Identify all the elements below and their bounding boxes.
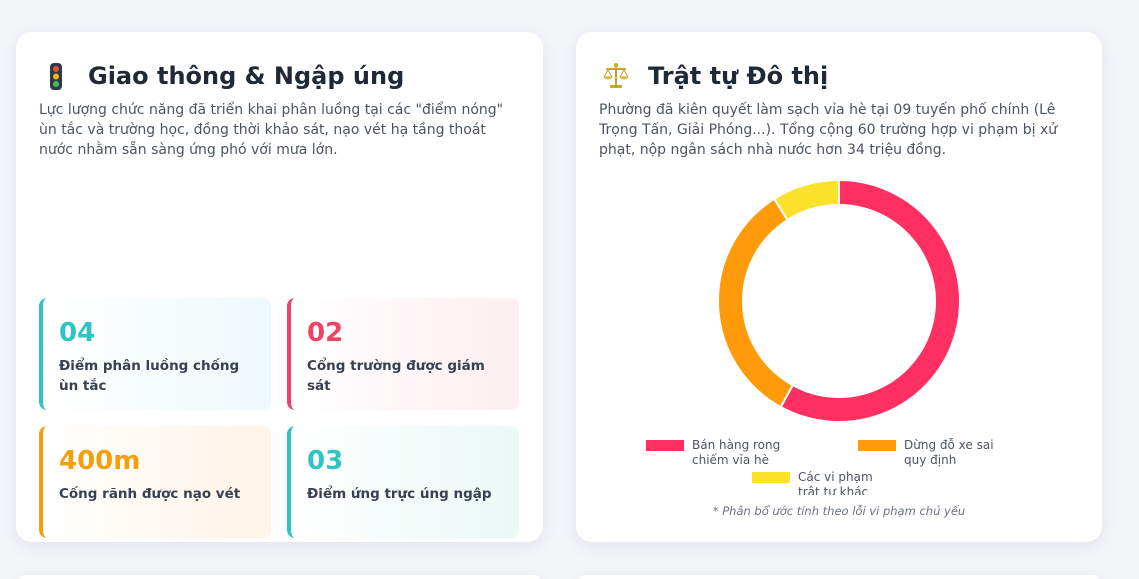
balance-scale-icon xyxy=(603,63,629,88)
urban-order-title-text: Trật tự Đô thị xyxy=(648,62,829,90)
stat-drains-dredged: 400m Cống rãnh được nạo vét xyxy=(39,426,271,538)
stat-value: 02 xyxy=(307,318,344,348)
stat-value: 400m xyxy=(59,446,141,476)
legend-label: Bán hàng rong chiếm vỉa hè xyxy=(692,438,781,467)
violations-donut-chart xyxy=(717,178,961,423)
legend-item-street-vending[interactable]: Bán hàng rong chiếm vỉa hè xyxy=(646,438,788,468)
donut-slice-2[interactable] xyxy=(772,178,840,222)
stat-value: 04 xyxy=(59,318,96,348)
traffic-card-title: Giao thông & Ngập úng xyxy=(40,60,404,92)
legend-label: Dừng đỗ xe sai quy định xyxy=(904,438,994,467)
stat-label: Cổng trường được giám sát xyxy=(307,358,485,394)
stat-school-gates: 02 Cổng trường được giám sát xyxy=(287,298,519,410)
traffic-light-icon xyxy=(50,63,62,90)
next-card-right xyxy=(576,575,1102,579)
legend-swatch xyxy=(646,440,684,451)
legend-swatch xyxy=(752,472,790,483)
legend-item-other-violations[interactable]: Các vi phạm trật tự khác xyxy=(752,470,894,495)
legend-swatch xyxy=(858,440,896,451)
stat-flood-points: 03 Điểm ứng trực úng ngập xyxy=(287,426,519,538)
stat-traffic-diversion: 04 Điểm phân luồng chống ùn tắc xyxy=(39,298,271,410)
traffic-description: Lực lượng chức năng đã triển khai phân l… xyxy=(39,102,504,158)
urban-order-description: Phường đã kiên quyết làm sạch vỉa hè tại… xyxy=(599,102,1058,158)
donut-slice-1[interactable] xyxy=(717,197,795,409)
stat-value: 03 xyxy=(307,446,344,476)
traffic-title-text: Giao thông & Ngập úng xyxy=(88,62,405,90)
urban-order-card-title: Trật tự Đô thị xyxy=(600,60,828,92)
donut-slice-0[interactable] xyxy=(779,178,961,423)
chart-footnote: * Phân bổ ước tính theo lỗi vi phạm chủ … xyxy=(712,504,966,518)
stat-label: Điểm ứng trực úng ngập xyxy=(307,486,492,502)
stat-label: Điểm phân luồng chống ùn tắc xyxy=(59,358,240,394)
legend-item-illegal-parking[interactable]: Dừng đỗ xe sai quy định xyxy=(858,438,1000,468)
stat-label: Cống rãnh được nạo vét xyxy=(59,486,241,502)
urban-order-card: Trật tự Đô thị Phường đã kiên quyết làm … xyxy=(576,32,1102,542)
legend-label: Các vi phạm trật tự khác xyxy=(798,470,873,495)
traffic-card: Giao thông & Ngập úng Lực lượng chức năn… xyxy=(16,32,543,542)
next-card-left xyxy=(16,575,543,579)
